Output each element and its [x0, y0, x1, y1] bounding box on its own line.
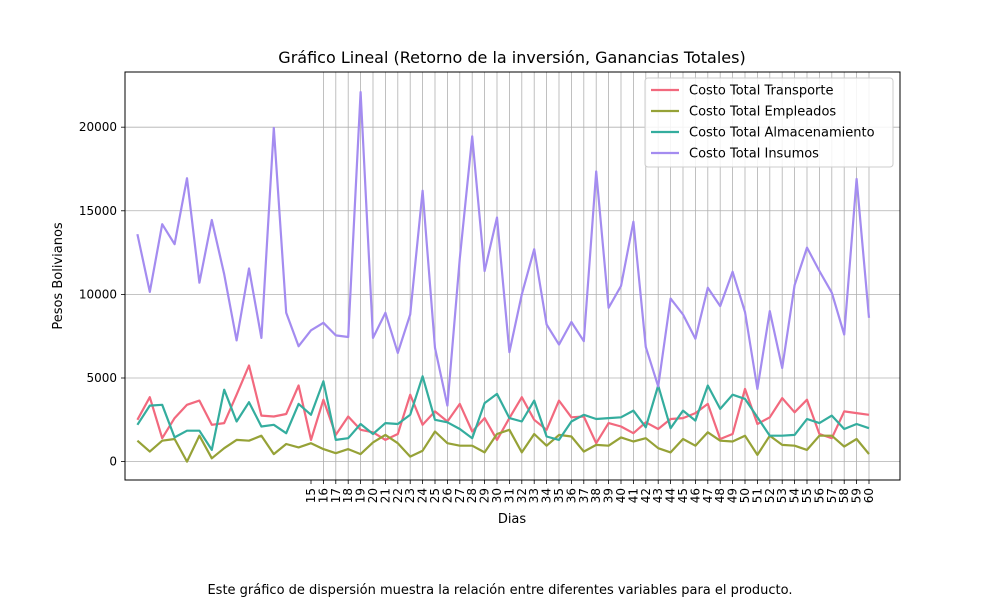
x-tick-label: 50 [738, 488, 752, 503]
legend-label: Costo Total Empleados [689, 105, 836, 120]
x-tick-label: 18 [341, 488, 355, 503]
x-tick-label: 39 [602, 488, 616, 503]
x-tick-label: 42 [639, 488, 653, 503]
x-tick-label: 49 [726, 488, 740, 503]
x-tick-label: 45 [676, 488, 690, 503]
y-tick-label: 20000 [79, 120, 117, 134]
chart-title: Gráfico Lineal (Retorno de la inversión,… [278, 48, 745, 67]
legend-label: Costo Total Transporte [689, 84, 833, 99]
x-tick-label: 35 [552, 488, 566, 503]
x-tick-label: 29 [478, 488, 492, 503]
x-tick-label: 44 [664, 488, 678, 503]
x-tick-label: 20 [366, 488, 380, 503]
x-tick-label: 36 [564, 488, 578, 503]
y-tick-label: 0 [109, 455, 117, 469]
x-tick-label: 34 [540, 488, 554, 503]
x-tick-label: 52 [763, 488, 777, 503]
x-tick-label: 28 [465, 488, 479, 503]
x-tick-label: 25 [428, 488, 442, 503]
legend-label: Costo Total Almacenamiento [689, 126, 875, 141]
x-tick-label: 32 [515, 488, 529, 503]
x-tick-label: 17 [329, 488, 343, 503]
series-line-costo-total-insumos [136, 90, 871, 407]
x-tick-label: 33 [527, 488, 541, 503]
x-tick-label: 48 [713, 488, 727, 503]
x-tick-label: 43 [651, 488, 665, 503]
x-tick-label: 60 [862, 488, 876, 503]
x-tick-label: 19 [354, 488, 368, 503]
legend-label: Costo Total Insumos [689, 147, 819, 162]
x-tick-label: 30 [490, 488, 504, 503]
y-tick-label: 10000 [79, 287, 117, 301]
x-tick-label: 21 [378, 488, 392, 503]
x-axis-ticks: 1516171819202122232425262728293031323334… [304, 480, 876, 503]
x-tick-label: 41 [626, 488, 640, 503]
y-tick-label: 5000 [86, 371, 117, 385]
x-tick-label: 57 [825, 488, 839, 503]
x-tick-label: 54 [788, 488, 802, 503]
x-tick-label: 16 [316, 488, 330, 503]
x-tick-label: 47 [701, 488, 715, 503]
series-line-costo-total-empleados [136, 428, 870, 463]
x-tick-label: 23 [403, 488, 417, 503]
x-tick-label: 26 [440, 488, 454, 503]
x-tick-label: 37 [577, 488, 591, 503]
x-tick-label: 15 [304, 488, 318, 503]
x-tick-label: 40 [614, 488, 628, 503]
x-tick-label: 51 [750, 488, 764, 503]
x-tick-label: 27 [453, 488, 467, 503]
x-tick-label: 22 [391, 488, 405, 503]
x-tick-label: 53 [775, 488, 789, 503]
y-axis-ticks: 0 5000 10000 15000 20000 [79, 120, 125, 469]
series-line-costo-total-transporte [136, 364, 870, 445]
y-tick-label: 15000 [79, 204, 117, 218]
grid-lines [125, 72, 900, 480]
x-tick-label: 55 [800, 488, 814, 503]
chart-caption: Este gráfico de dispersión muestra la re… [207, 583, 793, 598]
x-tick-label: 24 [416, 488, 430, 503]
y-axis-label: Pesos Bolivianos [51, 222, 66, 330]
series-line-costo-total-almacenamiento [136, 375, 870, 451]
x-tick-label: 59 [850, 488, 864, 503]
x-axis-label: Dias [498, 512, 527, 527]
x-tick-label: 56 [812, 488, 826, 503]
x-tick-label: 38 [589, 488, 603, 503]
x-tick-label: 46 [688, 488, 702, 503]
plot-frame [124, 71, 901, 481]
series-lines [136, 90, 871, 463]
legend-box [644, 77, 894, 168]
legend: Costo Total Transporte Costo Total Emplea… [644, 77, 894, 168]
x-tick-label: 58 [837, 488, 851, 503]
x-tick-label: 31 [502, 488, 516, 503]
